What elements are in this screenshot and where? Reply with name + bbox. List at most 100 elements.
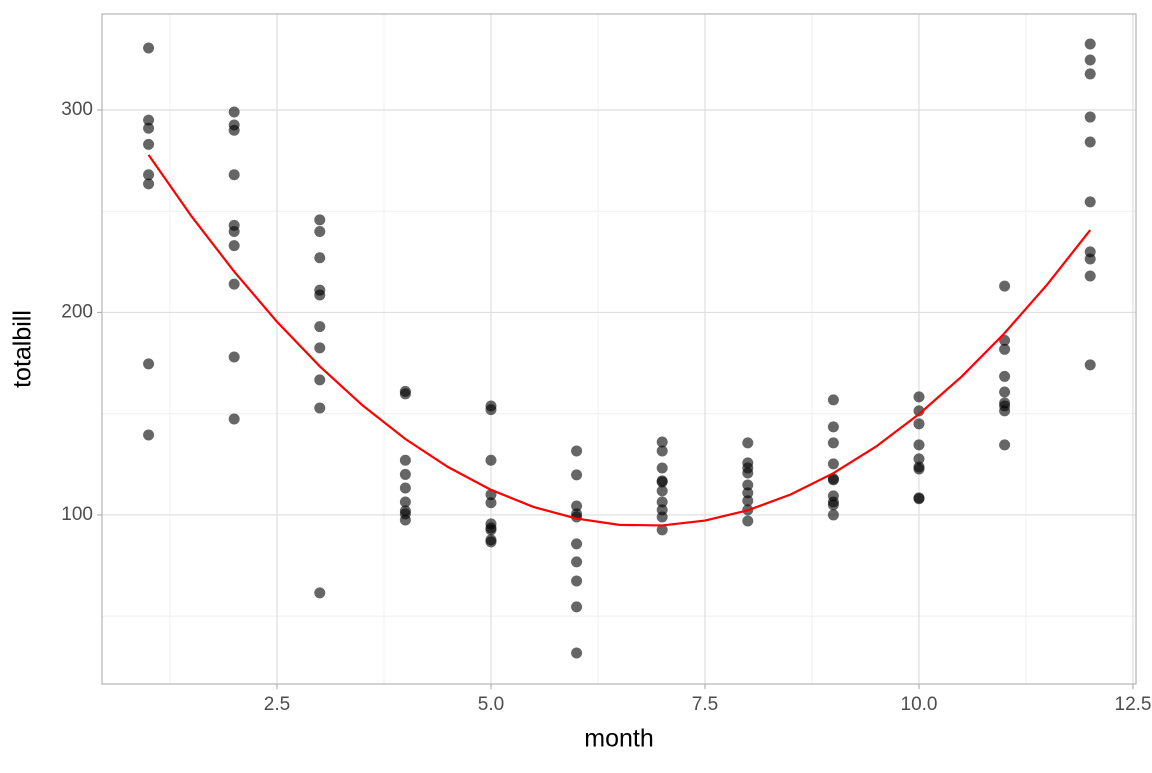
point: [827, 509, 839, 521]
point: [485, 404, 497, 416]
point: [999, 405, 1011, 417]
point: [656, 436, 668, 448]
point: [228, 225, 240, 237]
point: [1084, 253, 1096, 265]
point: [571, 500, 583, 512]
point: [913, 453, 925, 465]
x-tick-label: 7.5: [692, 694, 718, 715]
point: [571, 575, 583, 587]
point: [314, 252, 326, 264]
point: [143, 138, 155, 150]
point: [314, 587, 326, 599]
point: [228, 240, 240, 252]
point: [913, 391, 925, 403]
point: [399, 496, 411, 508]
point: [485, 454, 497, 466]
point: [485, 536, 497, 548]
point: [999, 370, 1011, 382]
point: [999, 334, 1011, 346]
point: [228, 351, 240, 363]
point: [314, 342, 326, 354]
point: [571, 647, 583, 659]
point: [485, 524, 497, 536]
point: [742, 467, 754, 479]
point: [314, 321, 326, 333]
point: [656, 462, 668, 474]
point: [656, 485, 668, 497]
point: [827, 421, 839, 433]
panel-border: [101, 13, 1137, 685]
point: [1084, 38, 1096, 50]
y-tick-label: 100: [61, 504, 93, 525]
point: [913, 463, 925, 475]
y-axis-title: totalbill: [9, 310, 37, 388]
point: [571, 469, 583, 481]
point: [143, 358, 155, 370]
point: [143, 42, 155, 54]
point: [827, 458, 839, 470]
point: [1084, 54, 1096, 66]
point: [571, 538, 583, 550]
point: [571, 601, 583, 613]
point: [228, 413, 240, 425]
point: [399, 468, 411, 480]
point: [1084, 196, 1096, 208]
point: [742, 515, 754, 527]
point: [742, 487, 754, 499]
point: [827, 394, 839, 406]
point: [1084, 68, 1096, 80]
point: [656, 511, 668, 523]
point: [999, 386, 1011, 398]
point: [314, 402, 326, 414]
point: [913, 418, 925, 430]
y-tick-label: 300: [61, 99, 93, 120]
x-tick-label: 12.5: [1115, 694, 1152, 715]
x-tick-label: 5.0: [478, 694, 504, 715]
point: [1084, 270, 1096, 282]
point: [827, 474, 839, 486]
point: [999, 280, 1011, 292]
point: [228, 278, 240, 290]
point: [742, 479, 754, 491]
point: [314, 225, 326, 237]
point: [827, 437, 839, 449]
point: [314, 289, 326, 301]
point: [399, 482, 411, 494]
x-tick-label: 2.5: [264, 694, 290, 715]
point: [571, 445, 583, 457]
y-tick-label: 200: [61, 301, 93, 322]
point: [143, 178, 155, 190]
point: [656, 476, 668, 488]
point: [228, 124, 240, 136]
point: [913, 439, 925, 451]
point: [143, 114, 155, 126]
point: [399, 388, 411, 400]
point: [827, 499, 839, 511]
point: [656, 496, 668, 508]
x-tick-label: 10.0: [901, 694, 938, 715]
point: [314, 214, 326, 226]
point: [228, 106, 240, 118]
point: [913, 493, 925, 505]
fit-line: [147, 154, 1092, 527]
point: [1084, 359, 1096, 371]
point: [228, 169, 240, 181]
point: [485, 497, 497, 509]
point: [143, 169, 155, 181]
point: [143, 429, 155, 441]
point: [999, 343, 1011, 355]
point: [314, 374, 326, 386]
point: [999, 439, 1011, 451]
point: [143, 122, 155, 134]
point: [571, 556, 583, 568]
point: [742, 495, 754, 507]
point: [742, 437, 754, 449]
point: [1084, 136, 1096, 148]
point: [656, 445, 668, 457]
point: [399, 454, 411, 466]
point: [913, 405, 925, 417]
x-axis-title: month: [584, 725, 653, 753]
point: [399, 514, 411, 526]
point: [1084, 111, 1096, 123]
